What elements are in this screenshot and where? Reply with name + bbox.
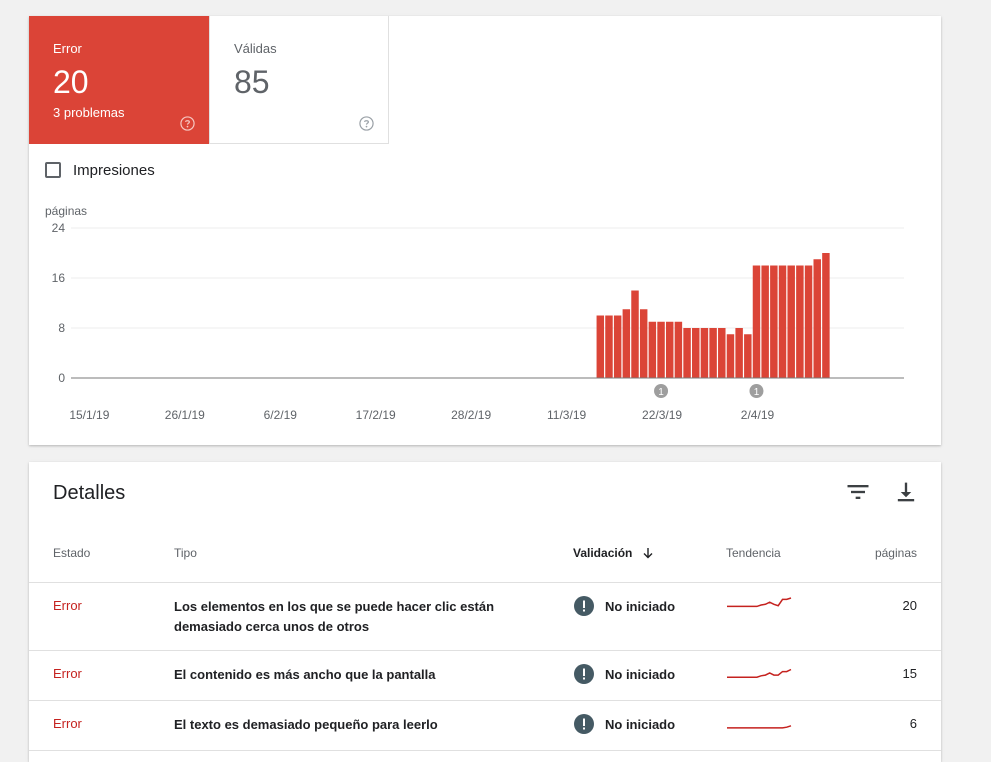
bar — [709, 328, 717, 378]
arrow-down-icon — [643, 548, 653, 559]
divider — [29, 750, 941, 751]
valid-count: 85 — [234, 64, 270, 100]
annotation-label: 1 — [754, 387, 760, 398]
table-row[interactable]: Error El texto es demasiado pequeño para… — [29, 701, 941, 750]
bar — [752, 265, 761, 378]
error-problems: 3 problemas — [53, 105, 125, 120]
bar — [648, 321, 657, 378]
x-tick-label: 11/3/19 — [547, 408, 586, 422]
bar — [804, 265, 813, 378]
header-type[interactable]: Tipo — [174, 546, 197, 560]
row-validation: No iniciado — [605, 717, 676, 732]
bar — [657, 321, 665, 378]
valid-label: Válidas — [234, 41, 277, 56]
header-status[interactable]: Estado — [53, 546, 91, 560]
checkbox-box[interactable] — [45, 162, 61, 178]
bar — [622, 309, 631, 378]
bar — [822, 253, 830, 378]
row-type: El texto es demasiado pequeño para leerl… — [174, 717, 438, 732]
bar — [761, 265, 769, 378]
header-pages[interactable]: páginas — [874, 546, 917, 560]
y-tick-label: 16 — [52, 271, 66, 285]
bar — [813, 259, 821, 378]
x-tick-label: 6/2/19 — [264, 408, 298, 422]
help-icon[interactable] — [359, 116, 374, 131]
bar — [778, 265, 787, 378]
bar — [631, 290, 639, 378]
bar — [605, 315, 613, 378]
row-type: Los elementos en los que se puede hacer … — [174, 599, 495, 634]
bar — [735, 328, 743, 378]
row-pages: 6 — [909, 716, 917, 731]
annotation-marker — [749, 384, 764, 398]
annotation-marker — [654, 384, 669, 398]
row-validation: No iniciado — [605, 599, 676, 614]
divider — [29, 582, 941, 583]
x-tick-label: 15/1/19 — [69, 408, 109, 422]
x-tick-label: 26/1/19 — [165, 408, 205, 422]
row-pages: 15 — [902, 666, 917, 681]
bar — [596, 315, 605, 378]
bar — [726, 334, 735, 378]
summary-card: Error 20 3 problemas Válidas 85 Impresio… — [29, 16, 941, 445]
row-pages: 20 — [902, 598, 917, 613]
row-status: Error — [53, 666, 82, 681]
bar — [674, 321, 683, 378]
bar — [718, 328, 726, 378]
trend-sparkline — [727, 668, 792, 678]
exclamation-icon — [574, 664, 594, 684]
bar — [692, 328, 700, 378]
download-icon[interactable] — [892, 478, 920, 506]
header-validation[interactable]: Validación — [573, 546, 654, 560]
bar — [665, 321, 674, 378]
header-validation-label: Validación — [573, 546, 633, 560]
x-tick-label: 28/2/19 — [451, 408, 491, 422]
error-tile[interactable]: Error 20 3 problemas — [29, 16, 209, 144]
help-icon[interactable] — [180, 116, 195, 131]
annotation-label: 1 — [658, 387, 664, 398]
sparkline-path — [727, 597, 792, 608]
table-row[interactable]: Error El contenido es más ancho que la p… — [29, 651, 941, 700]
pages-chart: páginas 0 8 16 24 1 1 15/1/19 26/1/19 6/2/19 17/2/… — [45, 204, 904, 422]
bar — [744, 334, 752, 378]
exclamation-icon — [574, 714, 594, 734]
row-validation: No iniciado — [605, 667, 676, 682]
bar — [613, 315, 622, 378]
divider — [29, 650, 941, 651]
bar — [683, 328, 691, 378]
x-tick-label: 22/3/19 — [642, 408, 682, 422]
row-type: El contenido es más ancho que la pantall… — [174, 667, 436, 682]
bar — [639, 309, 648, 378]
row-status: Error — [53, 598, 82, 613]
details-card: Detalles Estado Tipo Validación Tendenci… — [29, 462, 941, 762]
y-tick-label: 24 — [52, 221, 66, 235]
sparkline-path — [727, 668, 792, 678]
divider — [29, 700, 941, 701]
exclamation-icon — [574, 596, 594, 616]
filter-icon[interactable] — [844, 478, 872, 506]
bar — [796, 265, 804, 378]
bar — [700, 328, 709, 378]
details-title: Detalles — [53, 482, 126, 504]
y-tick-label: 8 — [58, 321, 65, 335]
impressions-label: Impresiones — [73, 161, 155, 179]
error-label: Error — [53, 41, 82, 56]
header-trend[interactable]: Tendencia — [726, 546, 781, 560]
valid-tile[interactable]: Válidas 85 — [209, 16, 389, 144]
impressions-checkbox[interactable]: Impresiones — [45, 160, 155, 180]
error-count: 20 — [53, 64, 89, 100]
trend-sparkline — [727, 597, 792, 608]
trend-sparkline — [727, 725, 792, 729]
bar — [770, 265, 778, 378]
x-tick-label: 17/2/19 — [356, 408, 396, 422]
row-status: Error — [53, 716, 82, 731]
y-tick-label: 0 — [58, 371, 65, 385]
bar — [787, 265, 795, 378]
y-axis-label: páginas — [45, 204, 87, 218]
table-row[interactable]: Error Los elementos en los que se puede … — [29, 583, 941, 650]
x-tick-label: 2/4/19 — [741, 408, 775, 422]
sparkline-path — [727, 725, 792, 729]
